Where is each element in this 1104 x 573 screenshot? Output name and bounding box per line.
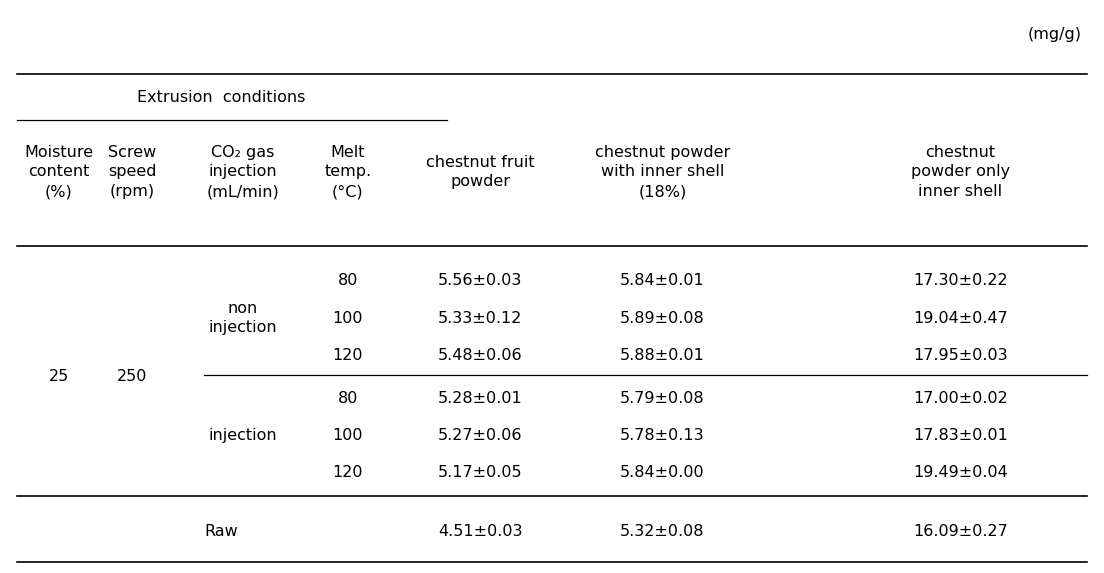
Text: 17.83±0.01: 17.83±0.01 — [913, 428, 1008, 443]
Text: Raw: Raw — [204, 524, 237, 539]
Text: 17.95±0.03: 17.95±0.03 — [913, 348, 1008, 363]
Text: 5.32±0.08: 5.32±0.08 — [620, 524, 704, 539]
Text: 100: 100 — [332, 428, 363, 443]
Text: chestnut
powder only
inner shell: chestnut powder only inner shell — [911, 144, 1010, 199]
Text: Moisture
content
(%): Moisture content (%) — [24, 144, 93, 199]
Text: 19.49±0.04: 19.49±0.04 — [913, 465, 1008, 480]
Text: 5.33±0.12: 5.33±0.12 — [438, 311, 522, 325]
Text: injection: injection — [209, 428, 277, 443]
Text: Extrusion  conditions: Extrusion conditions — [137, 90, 305, 105]
Text: non
injection: non injection — [209, 301, 277, 335]
Text: 4.51±0.03: 4.51±0.03 — [438, 524, 522, 539]
Text: 5.88±0.01: 5.88±0.01 — [620, 348, 704, 363]
Text: 5.27±0.06: 5.27±0.06 — [438, 428, 522, 443]
Text: 250: 250 — [117, 369, 148, 384]
Text: 5.48±0.06: 5.48±0.06 — [438, 348, 522, 363]
Text: 120: 120 — [332, 348, 363, 363]
Text: chestnut fruit
powder: chestnut fruit powder — [426, 155, 534, 189]
Text: 5.17±0.05: 5.17±0.05 — [438, 465, 522, 480]
Text: 5.84±0.00: 5.84±0.00 — [620, 465, 704, 480]
Text: Melt
temp.
(°C): Melt temp. (°C) — [325, 144, 371, 199]
Text: 5.89±0.08: 5.89±0.08 — [620, 311, 704, 325]
Text: 120: 120 — [332, 465, 363, 480]
Text: Screw
speed
(rpm): Screw speed (rpm) — [108, 144, 157, 199]
Text: 100: 100 — [332, 311, 363, 325]
Text: 5.78±0.13: 5.78±0.13 — [620, 428, 704, 443]
Text: 16.09±0.27: 16.09±0.27 — [913, 524, 1008, 539]
Text: 80: 80 — [338, 391, 358, 406]
Text: 5.56±0.03: 5.56±0.03 — [438, 273, 522, 288]
Text: chestnut powder
with inner shell
(18%): chestnut powder with inner shell (18%) — [595, 144, 730, 199]
Text: 80: 80 — [338, 273, 358, 288]
Text: 19.04±0.47: 19.04±0.47 — [913, 311, 1008, 325]
Text: 17.30±0.22: 17.30±0.22 — [913, 273, 1008, 288]
Text: 5.79±0.08: 5.79±0.08 — [620, 391, 704, 406]
Text: (mg/g): (mg/g) — [1028, 27, 1082, 42]
Text: 17.00±0.02: 17.00±0.02 — [913, 391, 1008, 406]
Text: 5.28±0.01: 5.28±0.01 — [438, 391, 522, 406]
Text: 25: 25 — [49, 369, 68, 384]
Text: 5.84±0.01: 5.84±0.01 — [620, 273, 704, 288]
Text: CO₂ gas
injection
(mL/min): CO₂ gas injection (mL/min) — [206, 144, 279, 199]
